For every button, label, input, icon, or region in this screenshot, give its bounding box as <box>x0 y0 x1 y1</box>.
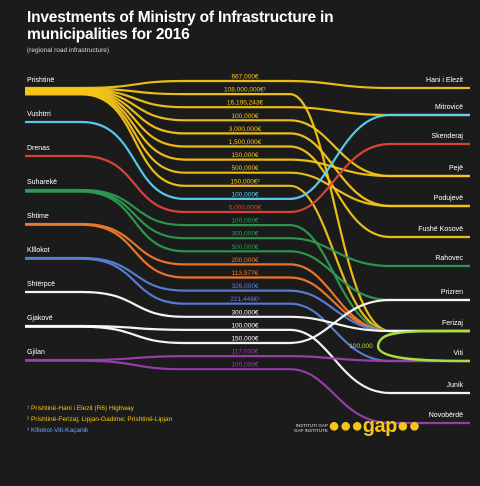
source-label-shtime: Shtime <box>27 213 49 220</box>
flow-value-label: 100,000€ <box>231 113 258 120</box>
flow-value-label: 221,446€³ <box>230 296 260 303</box>
flow-value-label: 108,000,000€¹ <box>224 87 267 94</box>
source-label-gjilan: Gjilan <box>27 349 45 356</box>
flow-prishtine-podujeve <box>25 92 470 208</box>
target-label-junik: Junik <box>447 382 464 389</box>
flow-value-label: 500,000€ <box>231 244 258 251</box>
flow-value-label: 113,977€ <box>232 270 259 277</box>
flow-value-label: 16,195,243€ <box>227 100 264 107</box>
flow-ferizaj-viti <box>376 329 471 363</box>
flow-vushtrri-mitrovice <box>25 113 470 200</box>
flow-gjilan-viti <box>25 355 470 363</box>
source-label-shterpce: Shtërpcë <box>27 281 55 288</box>
target-label-ferizaj: Ferizaj <box>442 320 463 327</box>
flow-value-label: 100,000€ <box>231 362 258 369</box>
target-label-skenderaj: Skenderaj <box>431 133 463 140</box>
flow-shtime-ferizaj <box>25 223 470 333</box>
target-label-rahovec: Rahovec <box>435 255 463 262</box>
flow-klllokot-ferizaj <box>25 256 470 333</box>
flow-value-label: 300,000€ <box>231 309 258 316</box>
flow-value-label: 150,000€ <box>231 336 258 343</box>
flow-prishtine-mitrovice <box>25 88 470 117</box>
source-label-suhareke: Suharekë <box>27 179 57 186</box>
flow-value-label: 150,000€ <box>231 152 258 159</box>
gap-logo: ●●●gap●● <box>328 415 420 437</box>
flow-prishtine-peje <box>25 91 470 178</box>
flow-value-label: 200,000€ <box>231 257 258 264</box>
source-label-gjakove: Gjakovë <box>27 315 53 322</box>
flow-prishtine-peje <box>25 89 470 178</box>
flow-value-label: 500,000€ <box>231 165 258 172</box>
flow-value-label: 667,000€ <box>231 74 258 81</box>
footnote-3: ³ Klllokot-Viti-Kaçanik <box>27 427 89 434</box>
chart-title: Investments of Ministry of Infrastructur… <box>27 9 334 43</box>
chart-subtitle: (regional road infrastructure) <box>27 47 110 54</box>
source-label-vushtrri: Vushtrri <box>27 111 51 118</box>
flow-value-label: 326,000€ <box>231 283 258 290</box>
flow-value-label: 300,000€ <box>231 231 258 238</box>
flow-gjakove-junik <box>25 324 470 395</box>
flow-value-label: 1,500,000€ <box>229 139 262 146</box>
flow-value-label: 100,000€ <box>231 218 258 225</box>
flow-value-label: 150,000€² <box>230 178 260 185</box>
source-label-klllokot: Klllokot <box>27 247 50 254</box>
source-label-prishtine: Prishtinë <box>27 77 54 84</box>
target-label-mitrovice: Mitrovicë <box>435 104 463 111</box>
flow-prishtine-ferizaj <box>25 93 470 333</box>
target-label-viti: Viti <box>453 350 463 357</box>
flow-value-label: 100,000€ <box>231 322 258 329</box>
target-label-podujeve: Podujevë <box>434 195 463 202</box>
flow-drenas-skenderaj <box>25 142 470 214</box>
flow-gjilan-novoberde <box>25 359 470 425</box>
flow-prishtine-fushe-kosove <box>25 90 470 239</box>
target-label-peje: Pejë <box>449 165 463 172</box>
flow-value-label: 5,000,000€ <box>229 205 262 212</box>
flow-shterpce-ferizaj <box>25 290 470 333</box>
flow-value-label: 117,000€ <box>232 349 259 356</box>
target-label-fushe-kosove: Fushë Kosovë <box>418 226 463 233</box>
source-label-drenas: Drenas <box>27 145 50 152</box>
flow-value-label: 3,000,000€ <box>229 126 262 133</box>
flow-value-label: 100,000€ <box>231 191 258 198</box>
target-label-hani-i-elezit: Hani i Elezit <box>426 77 463 84</box>
flow-gjakove-prizren <box>25 298 470 345</box>
flow-prishtine-ferizaj <box>25 87 470 333</box>
footnote-1: ¹ Prishtinë-Hani i Elezit (R6) Highway <box>27 405 134 412</box>
flow-suhareke-ferizaj <box>25 188 470 333</box>
flow-value-label: 100,000 <box>349 343 373 350</box>
flow-shtime-ferizaj <box>25 222 470 333</box>
target-label-novoberde: Novobërdë <box>429 412 463 419</box>
flow-suhareke-rahovec <box>25 189 470 268</box>
flow-klllokot-viti <box>25 257 470 363</box>
flow-suhareke-prizren <box>25 190 470 302</box>
target-label-prizren: Prizren <box>441 289 463 296</box>
flow-prishtine-podujeve <box>25 90 470 208</box>
flow-prishtine-hani-i-elezit <box>25 79 470 90</box>
footnote-2: ² Prishtinë-Ferizaj; Lipjan-Gadime; Pris… <box>27 416 173 423</box>
logo-caption: INSTITUTI GAP GAP INSTITUTE <box>294 423 328 433</box>
